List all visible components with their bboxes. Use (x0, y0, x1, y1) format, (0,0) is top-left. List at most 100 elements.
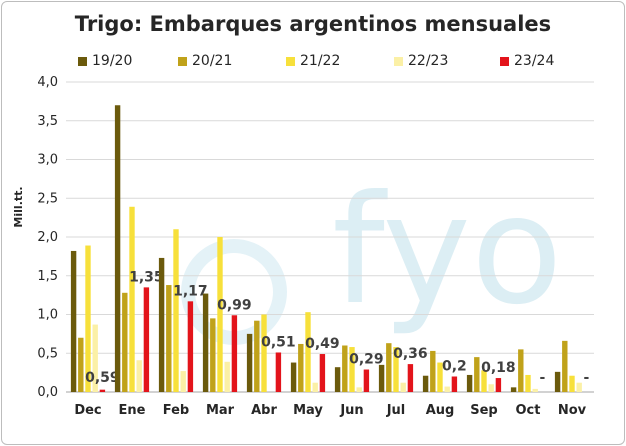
bar (407, 364, 414, 392)
y-tick-label: 3,5 (37, 114, 58, 129)
data-label: 0,29 (349, 352, 384, 368)
legend-item-2: 21/22 (286, 53, 394, 69)
bar (349, 347, 355, 392)
bar (180, 371, 186, 392)
x-tick-label: Jul (386, 403, 406, 418)
data-label: - (539, 370, 545, 386)
legend-item-0: 19/20 (78, 53, 178, 69)
y-tick-label: 4,0 (37, 75, 58, 90)
y-tick-label: 3,0 (37, 153, 58, 168)
y-tick-label: 2,0 (37, 230, 58, 245)
legend-label: 23/24 (514, 53, 555, 69)
legend-label: 22/23 (408, 53, 449, 69)
bar (92, 324, 98, 392)
legend-label: 20/21 (192, 53, 233, 69)
bar (510, 387, 517, 392)
legend-item-1: 20/21 (178, 53, 286, 69)
bar (261, 314, 267, 392)
bar (290, 362, 297, 392)
bar (85, 245, 91, 392)
y-tick-label: 1,0 (37, 308, 58, 323)
x-tick-label: Abr (251, 403, 277, 418)
bar (488, 384, 494, 392)
bar (569, 375, 575, 392)
bar (246, 333, 253, 392)
bar (356, 387, 362, 392)
y-tick-label: 0,0 (37, 385, 58, 400)
bar (444, 386, 450, 392)
bar (334, 367, 341, 392)
bar (305, 312, 311, 392)
bar (532, 388, 538, 392)
legend-swatch (78, 56, 87, 66)
bar (70, 250, 77, 392)
bar (319, 354, 326, 392)
data-label: 0,59 (85, 370, 120, 386)
data-label: 0,99 (217, 297, 252, 313)
data-label: 0,18 (481, 360, 516, 376)
y-axis-label: Mill.tt. (12, 186, 25, 227)
bar (554, 371, 561, 392)
bar (224, 361, 230, 392)
bar (437, 362, 443, 392)
x-tick-label: Aug (426, 403, 455, 418)
legend-label: 21/22 (300, 53, 341, 69)
data-label: 0,51 (261, 334, 296, 350)
bar (562, 340, 568, 392)
bar (451, 376, 458, 392)
bar (312, 382, 318, 392)
x-tick-label: Nov (558, 403, 587, 418)
legend-swatch (500, 56, 509, 66)
bar (210, 318, 216, 392)
x-tick-label: Feb (163, 403, 189, 418)
bar (363, 369, 370, 392)
x-tick-label: Ene (119, 403, 146, 418)
watermark-logo: fyo (332, 164, 563, 338)
bar (525, 374, 531, 392)
legend-swatch (178, 56, 187, 66)
bar (114, 105, 121, 392)
bar (342, 345, 348, 392)
x-tick-label: Dec (74, 403, 101, 418)
data-label: 1,17 (173, 283, 208, 299)
chart-title: Trigo: Embarques argentinos mensuales (74, 12, 552, 36)
bar (481, 370, 487, 392)
bar (422, 375, 429, 392)
bar (173, 229, 179, 392)
bar (466, 374, 473, 392)
bar (430, 350, 436, 392)
bar (158, 257, 165, 392)
bar (187, 301, 194, 392)
bar (386, 343, 392, 392)
bar (254, 320, 260, 392)
bar (129, 206, 135, 392)
bar (202, 293, 209, 392)
x-tick-label: Mar (206, 403, 235, 418)
data-label: 0,36 (393, 346, 428, 362)
bar (136, 360, 142, 392)
x-tick-label: Oct (516, 403, 541, 418)
legend-swatch (286, 56, 295, 66)
bar (78, 337, 84, 392)
bar (217, 237, 223, 392)
bar (393, 347, 399, 392)
bar (378, 364, 385, 392)
bar (495, 378, 502, 392)
legend-item-3: 22/23 (394, 53, 500, 69)
data-label: 1,35 (129, 269, 164, 285)
bar (99, 389, 106, 392)
bar (518, 349, 524, 392)
bar (298, 343, 304, 392)
data-label: 0,2 (442, 359, 467, 375)
x-tick-label: Sep (470, 403, 498, 418)
bar (400, 382, 406, 392)
legend-label: 19/20 (92, 53, 133, 69)
bar (143, 287, 150, 392)
legend-item-4: 23/24 (500, 53, 600, 69)
chart-legend: 19/20 20/21 21/22 22/23 23/24 (78, 50, 600, 72)
bar (231, 315, 238, 392)
legend-swatch (394, 56, 403, 66)
bar (474, 357, 480, 392)
